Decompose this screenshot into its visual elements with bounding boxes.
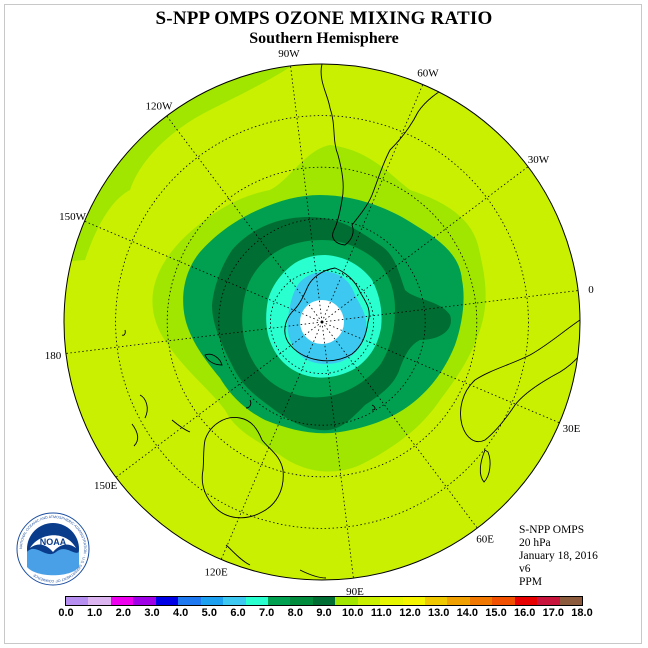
longitude-label: 60E (476, 533, 494, 545)
colorbar-tick-label: 16.0 (513, 607, 536, 619)
longitude-label: 180 (45, 350, 62, 362)
colorbar-tick-label: 1.0 (87, 607, 103, 619)
meridian-line (220, 321, 323, 560)
latitude-circle (115, 115, 529, 529)
colorbar (65, 596, 583, 606)
longitude-labels: 90W 60W 30W 0 30E 60E 90E 120E 150E 180 150W 120W (45, 48, 594, 598)
colorbar-swatch (88, 597, 111, 605)
colorbar-swatch (133, 597, 156, 605)
info-level: 20 hPa (519, 537, 551, 549)
longitude-label: 60W (417, 68, 439, 80)
colorbar-swatch (537, 597, 560, 605)
colorbar-tick-label: 5.0 (201, 607, 217, 619)
meridian-line (321, 321, 354, 579)
colorbar-tick-label: 15.0 (485, 607, 507, 619)
colorbar-swatch (335, 597, 358, 605)
colorbar-swatch (267, 597, 291, 605)
meridian-line (290, 65, 323, 323)
colorbar-tick-label: 13.0 (427, 607, 450, 619)
colorbar-swatch (559, 597, 583, 605)
colorbar-swatch (312, 597, 336, 605)
longitude-label: 150E (94, 480, 118, 492)
colorbar-tick-label: 7.0 (259, 607, 275, 619)
meridian-line (321, 290, 579, 323)
colorbar-swatch (178, 597, 201, 605)
longitude-label: 30E (563, 423, 581, 435)
meridian-line (65, 321, 323, 354)
colorbar-swatch (223, 597, 246, 605)
map-boundary (63, 63, 581, 581)
colorbar-swatch (447, 597, 470, 605)
colorbar-tick-label: 14.0 (456, 607, 479, 619)
colorbar-tick-label: 6.0 (230, 607, 246, 619)
map-subtitle: Southern Hemisphere (249, 30, 399, 47)
colorbar-tick-label: 17.0 (542, 607, 565, 619)
latitude-circle (166, 166, 478, 478)
graticule (65, 65, 579, 579)
colorbar-tick-label: 0.0 (58, 607, 74, 619)
colorbar-tick-label: 10.0 (341, 607, 364, 619)
meridian-line (321, 321, 478, 529)
colorbar-tick-label: 18.0 (571, 607, 593, 619)
meridian-line (321, 166, 529, 323)
product-info: S-NPP OMPS 20 hPa January 18, 2016 v6 PP… (519, 524, 598, 589)
noaa-logo-text: NOAA (40, 537, 67, 547)
colorbar-swatch (425, 597, 448, 605)
colorbar-swatch (357, 597, 381, 605)
longitude-label: 90W (278, 48, 300, 60)
info-date: January 18, 2016 (519, 550, 598, 562)
colorbar-tick-label: 2.0 (115, 607, 131, 619)
colorbar-swatch (492, 597, 515, 605)
meridian-line (115, 321, 323, 478)
colorbar-swatch (200, 597, 224, 605)
longitude-label: 30W (528, 154, 550, 166)
figure-frame (4, 4, 642, 644)
meridian-line (321, 321, 560, 424)
info-units: PPM (519, 576, 543, 588)
colorbar-tick-label: 12.0 (399, 607, 421, 619)
colorbar-swatch (110, 597, 134, 605)
colorbar-tick-label: 11.0 (370, 607, 392, 619)
colorbar-tick-label: 3.0 (144, 607, 160, 619)
meridian-line (166, 115, 323, 323)
colorbar-swatch (290, 597, 313, 605)
longitude-label: 120W (145, 101, 173, 113)
latitude-circle (218, 218, 426, 426)
colorbar-swatch (514, 597, 538, 605)
longitude-label: 0 (588, 284, 594, 296)
longitude-label: 120E (204, 566, 228, 578)
info-instrument: S-NPP OMPS (519, 524, 585, 536)
coastlines (121, 64, 580, 579)
colorbar-swatch (380, 597, 403, 605)
longitude-label: 90E (346, 586, 364, 598)
latitude-circle (269, 269, 374, 374)
colorbar-tick-label: 9.0 (316, 607, 332, 619)
colorbar-swatch (402, 597, 425, 605)
colorbar-swatch (469, 597, 493, 605)
longitude-label: 150W (59, 211, 87, 223)
meridian-line (321, 84, 424, 323)
meridian-line (84, 220, 323, 323)
colorbar-ticks: 0.0 1.0 2.0 3.0 4.0 5.0 6.0 7.0 8.0 9.0 10.0 11.0 12… (0, 607, 648, 621)
colorbar-swatch (245, 597, 268, 605)
colorbar-tick-label: 4.0 (173, 607, 189, 619)
map-title: S-NPP OMPS OZONE MIXING RATIO (155, 8, 493, 29)
colorbar-swatch (155, 597, 179, 605)
info-version: v6 (519, 563, 531, 575)
colorbar-swatch (66, 597, 89, 605)
noaa-logo: NOAA NATIONAL OCEANIC AND ATMOSPHERIC AD… (16, 512, 90, 586)
colorbar-tick-label: 8.0 (287, 607, 303, 619)
